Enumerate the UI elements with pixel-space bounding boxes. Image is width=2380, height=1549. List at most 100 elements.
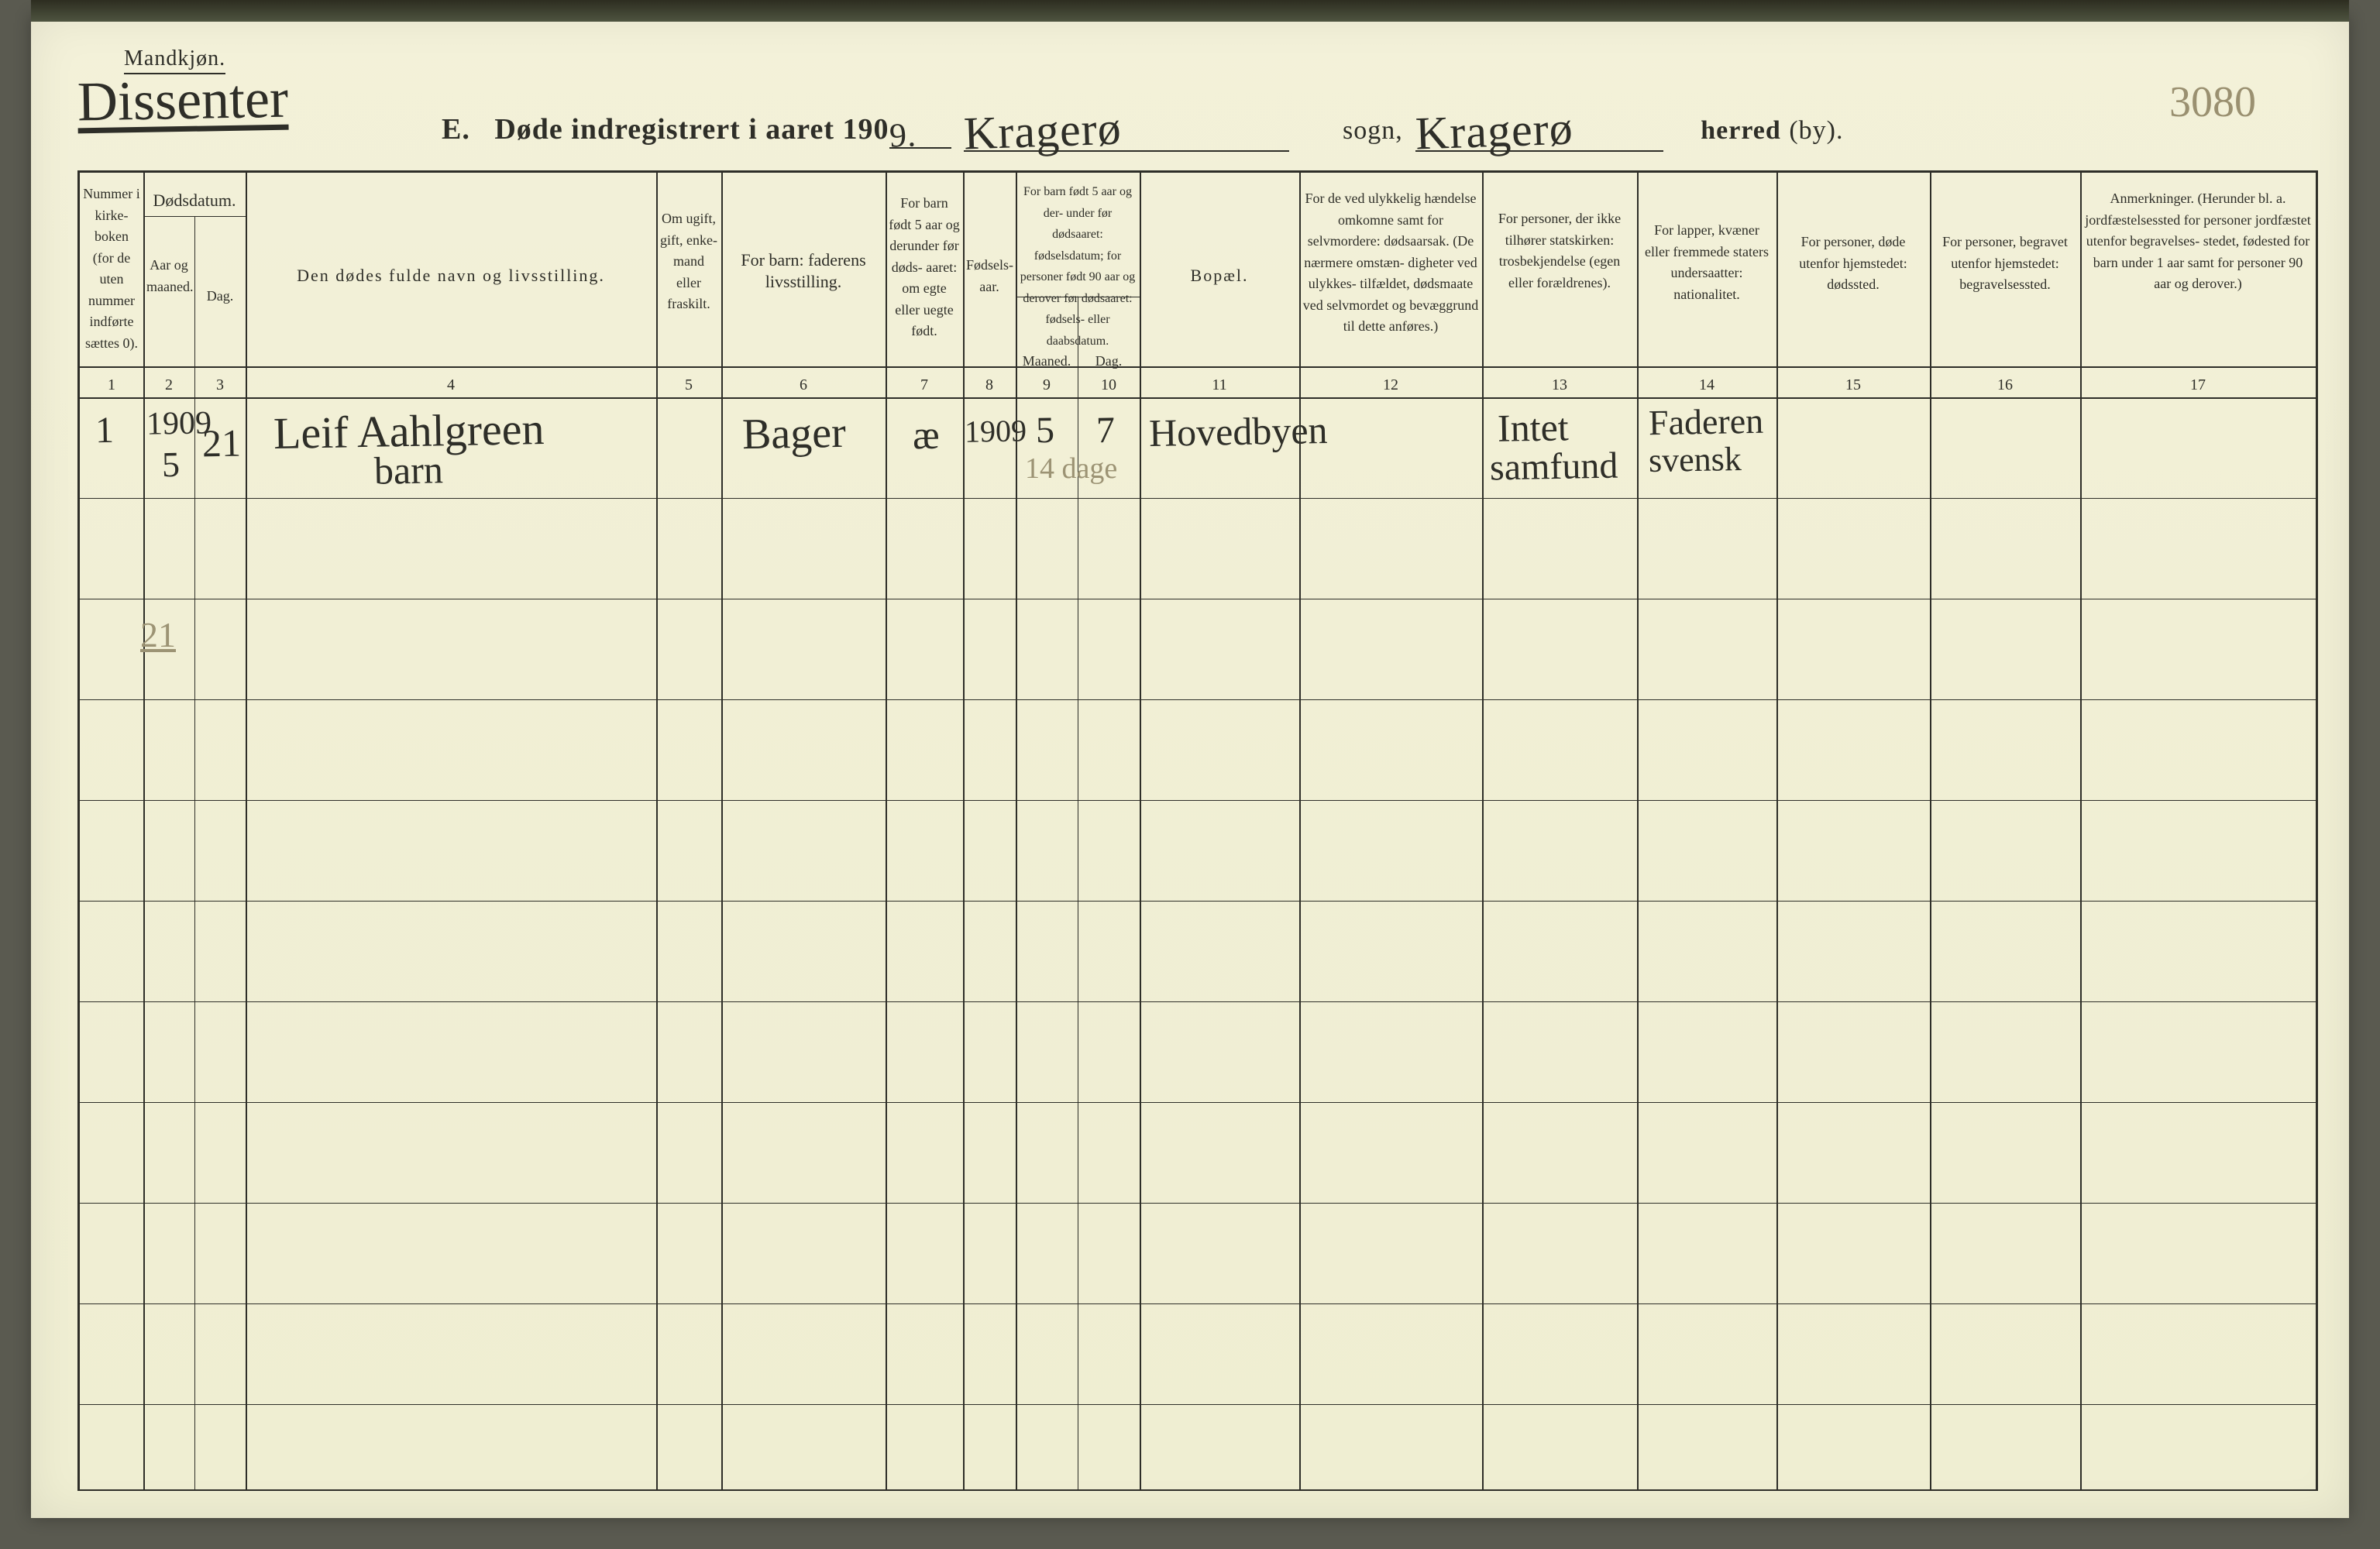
hdr-c9-group: For barn født 5 aar og der- under før dø… <box>1016 176 1140 352</box>
hdr-c2-group-text: Dødsdatum. <box>153 191 236 210</box>
colnum-16: 16 <box>1930 373 2080 394</box>
col-rule-3 <box>246 173 247 1489</box>
hdr-c2-text: Aar og maaned. <box>146 257 193 294</box>
entry1-c14-l2: svensk <box>1649 439 1742 480</box>
printed-title: Døde indregistrert i aaret 190 <box>494 113 889 146</box>
entry1-c11: Hovedbyen <box>1149 407 1328 455</box>
hdr-c15: For personer, døde utenfor hjemstedet: d… <box>1776 227 1930 297</box>
hdr-c7-text: For barn født 5 aar og derunder før døds… <box>889 195 959 338</box>
hdr-c12-text: For de ved ulykkelig hændelse omkomne sa… <box>1303 191 1478 334</box>
row-rule-6 <box>80 1001 2316 1002</box>
row-rule-10 <box>80 1404 2316 1405</box>
col-rule-1 <box>143 173 145 1489</box>
col-rule-13 <box>1637 173 1639 1489</box>
col-rule-10 <box>1140 173 1141 1489</box>
ledger-grid: Nummer i kirke- boken (for de uten numme… <box>80 173 2316 1489</box>
row-rule-4 <box>80 800 2316 801</box>
row-rule-3 <box>80 699 2316 700</box>
sogn-name: Kragerø <box>963 101 1123 160</box>
col-rule-6 <box>886 173 887 1489</box>
hdr-c17-text: Anmerkninger. (Herunder bl. a. jordfæste… <box>2085 191 2310 291</box>
colnum-7: 7 <box>886 373 963 394</box>
sogn-label: sogn, <box>1343 116 1403 145</box>
hdr-c14-text: For lapper, kvæner eller fremmede stater… <box>1645 222 1769 302</box>
colnum-15: 15 <box>1776 373 1930 394</box>
header-printed-line: E. Døde indregistrert i aaret 1909. Krag… <box>442 97 1843 152</box>
colnum-11: 11 <box>1140 373 1299 394</box>
entry1-c13-l1: Intet <box>1498 404 1570 451</box>
hdr-c7: For barn født 5 aar og derunder før døds… <box>886 188 963 344</box>
hdr-c4: Den dødes fulde navn og livsstilling. <box>246 262 656 290</box>
hdr-c4-text: Den dødes fulde navn og livsstilling. <box>297 266 605 285</box>
colnum-3: 3 <box>194 373 246 394</box>
colnum-6: 6 <box>721 373 886 394</box>
year-suffix: 9. <box>889 115 917 155</box>
entry1-c4-l2: barn <box>374 447 444 493</box>
entry1-c9: 5 <box>1036 409 1055 452</box>
hdr-c5: Om ugift, gift, enke- mand eller fraskil… <box>656 204 721 317</box>
hdr-c10-text: Dag. <box>1095 353 1123 369</box>
section-letter: E. <box>442 113 470 146</box>
year-suffix-slot: 9. <box>889 108 951 149</box>
colnum-9: 9 <box>1016 373 1078 394</box>
herred-by: (by). <box>1789 116 1843 145</box>
sogn-slot: Kragerø <box>964 97 1289 152</box>
hdr-c8-text: Fødsels- aar. <box>966 257 1013 294</box>
entry1-c2-month: 5 <box>162 444 181 485</box>
hdr-c15-text: For personer, døde utenfor hjemstedet: d… <box>1799 234 1907 292</box>
hdr-c6-text: For barn: faderens livsstilling. <box>741 250 865 291</box>
colnum-13: 13 <box>1482 373 1637 394</box>
hdr-c1: Nummer i kirke- boken (for de uten numme… <box>80 179 143 355</box>
colnum-8: 8 <box>963 373 1016 394</box>
hdr-c10: Dag. <box>1078 346 1140 374</box>
hdr-c9-text: Maaned. <box>1023 353 1071 369</box>
col-rule-14 <box>1776 173 1778 1489</box>
col-rule-15 <box>1930 173 1931 1489</box>
page-number-pencil: 3080 <box>2169 77 2256 127</box>
colnum-12: 12 <box>1299 373 1482 394</box>
herred-name: Kragerø <box>1415 101 1574 160</box>
hdr-c16-text: For personer, begravet utenfor hjemstede… <box>1942 234 2068 292</box>
herred-slot: Kragerø <box>1415 97 1663 152</box>
row-rule-top <box>80 366 2316 368</box>
col-rule-16 <box>2080 173 2082 1489</box>
colnum-1: 1 <box>80 373 143 394</box>
hdr-c14: For lapper, kvæner eller fremmede stater… <box>1637 215 1776 307</box>
hdr-c3-text: Dag. <box>207 288 234 304</box>
hdr-c16: For personer, begravet utenfor hjemstede… <box>1930 227 2080 297</box>
margin-pencil-21: 21 <box>140 614 176 655</box>
entry1-c14-l1: Faderen <box>1649 400 1764 444</box>
col-rule-12 <box>1482 173 1484 1489</box>
row-rule-7 <box>80 1102 2316 1103</box>
hdr-c12: For de ved ulykkelig hændelse omkomne sa… <box>1299 184 1482 339</box>
hdr-c6: For barn: faderens livsstilling. <box>721 246 886 295</box>
col-rule-4 <box>656 173 658 1489</box>
hdr-c9: Maaned. <box>1016 346 1078 374</box>
hdr-c17: Anmerkninger. (Herunder bl. a. jordfæste… <box>2080 184 2316 297</box>
herred-label: herred <box>1701 116 1781 145</box>
hdr-c2: Aar og maaned. <box>143 250 194 299</box>
colnum-10: 10 <box>1078 373 1140 394</box>
entry1-c10: 7 <box>1096 409 1116 452</box>
entry1-c8: 1909 <box>965 412 1027 449</box>
entry1-c9-10-annot: 14 dage <box>1025 452 1117 486</box>
scanned-page: Mandkjøn. Dissenter E. Døde indregistrer… <box>31 15 2349 1518</box>
hdr-c9-group-text: For barn født 5 aar og der- under før dø… <box>1020 185 1135 348</box>
colnum-5: 5 <box>656 373 721 394</box>
row-rule-1 <box>80 498 2316 499</box>
hdr-c5-text: Om ugift, gift, enke- mand eller fraskil… <box>660 211 717 311</box>
hdr-c13: For personer, der ikke tilhører statskir… <box>1482 204 1637 295</box>
hdr-c13-text: For personer, der ikke tilhører statskir… <box>1498 211 1621 290</box>
colnum-14: 14 <box>1637 373 1776 394</box>
hdr-c2-group: Dødsdatum. <box>143 187 246 215</box>
col-rule-11 <box>1299 173 1301 1489</box>
col-rule-5 <box>721 173 723 1489</box>
entry1-c7: æ <box>912 413 940 459</box>
row-rule-numbers <box>80 397 2316 399</box>
page-header: Mandkjøn. Dissenter E. Døde indregistrer… <box>77 46 2318 139</box>
entry1-c6: Bager <box>741 408 846 459</box>
hdr-c8: Fødsels- aar. <box>963 250 1016 299</box>
row-rule-5 <box>80 901 2316 902</box>
dissenter-handwriting: Dissenter <box>77 67 288 135</box>
colnum-4: 4 <box>246 373 656 394</box>
